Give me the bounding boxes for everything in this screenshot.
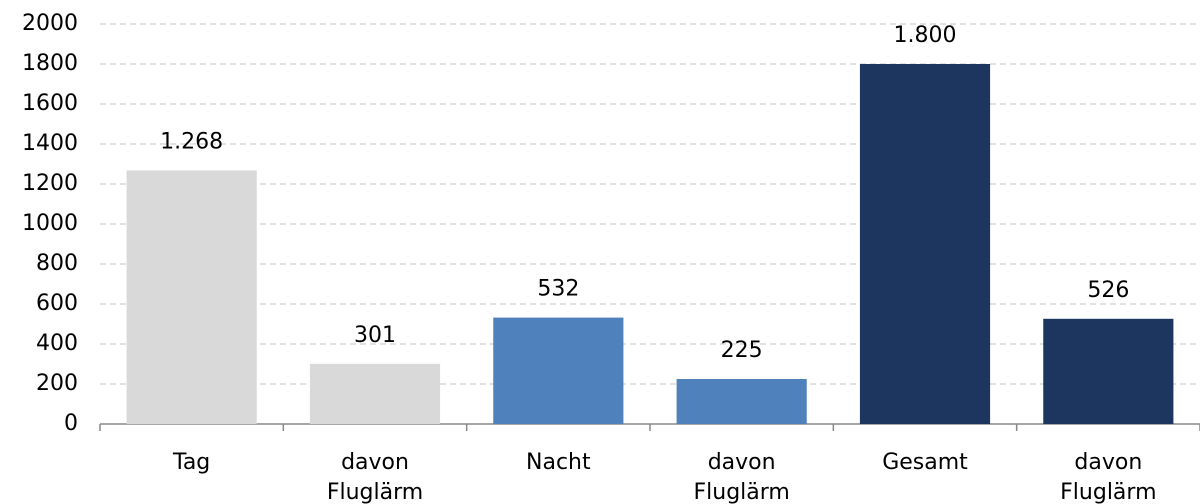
x-tick-label: davon Fluglärm <box>693 450 789 504</box>
bar <box>126 170 257 424</box>
data-label: 301 <box>354 323 396 348</box>
y-tick-label: 800 <box>36 251 78 276</box>
y-tick-label: 2000 <box>22 11 78 36</box>
x-tick-label: Gesamt <box>882 450 968 475</box>
data-label: 225 <box>721 338 763 363</box>
y-tick-label: 200 <box>36 371 78 396</box>
y-tick-label: 0 <box>64 411 78 436</box>
y-tick-label: 1200 <box>22 171 78 196</box>
x-tick-label: Nacht <box>526 450 591 475</box>
data-label: 1.268 <box>160 129 223 154</box>
y-tick-label: 600 <box>36 291 78 316</box>
y-tick-label: 1800 <box>22 51 78 76</box>
x-tick-label: davon Fluglärm <box>1060 450 1156 504</box>
bar <box>859 64 991 424</box>
data-label: 532 <box>537 277 579 302</box>
bar <box>493 317 624 424</box>
bar <box>676 379 807 424</box>
y-tick-label: 1000 <box>22 211 78 236</box>
data-label: 1.800 <box>894 23 957 48</box>
bar <box>1043 318 1174 424</box>
x-tick-label: davon Fluglärm <box>327 450 423 504</box>
y-tick-label: 400 <box>36 331 78 356</box>
data-label: 526 <box>1087 278 1129 303</box>
bar <box>309 363 441 424</box>
y-tick-label: 1400 <box>22 131 78 156</box>
y-tick-label: 1600 <box>22 91 78 116</box>
x-tick-label: Tag <box>172 450 210 475</box>
